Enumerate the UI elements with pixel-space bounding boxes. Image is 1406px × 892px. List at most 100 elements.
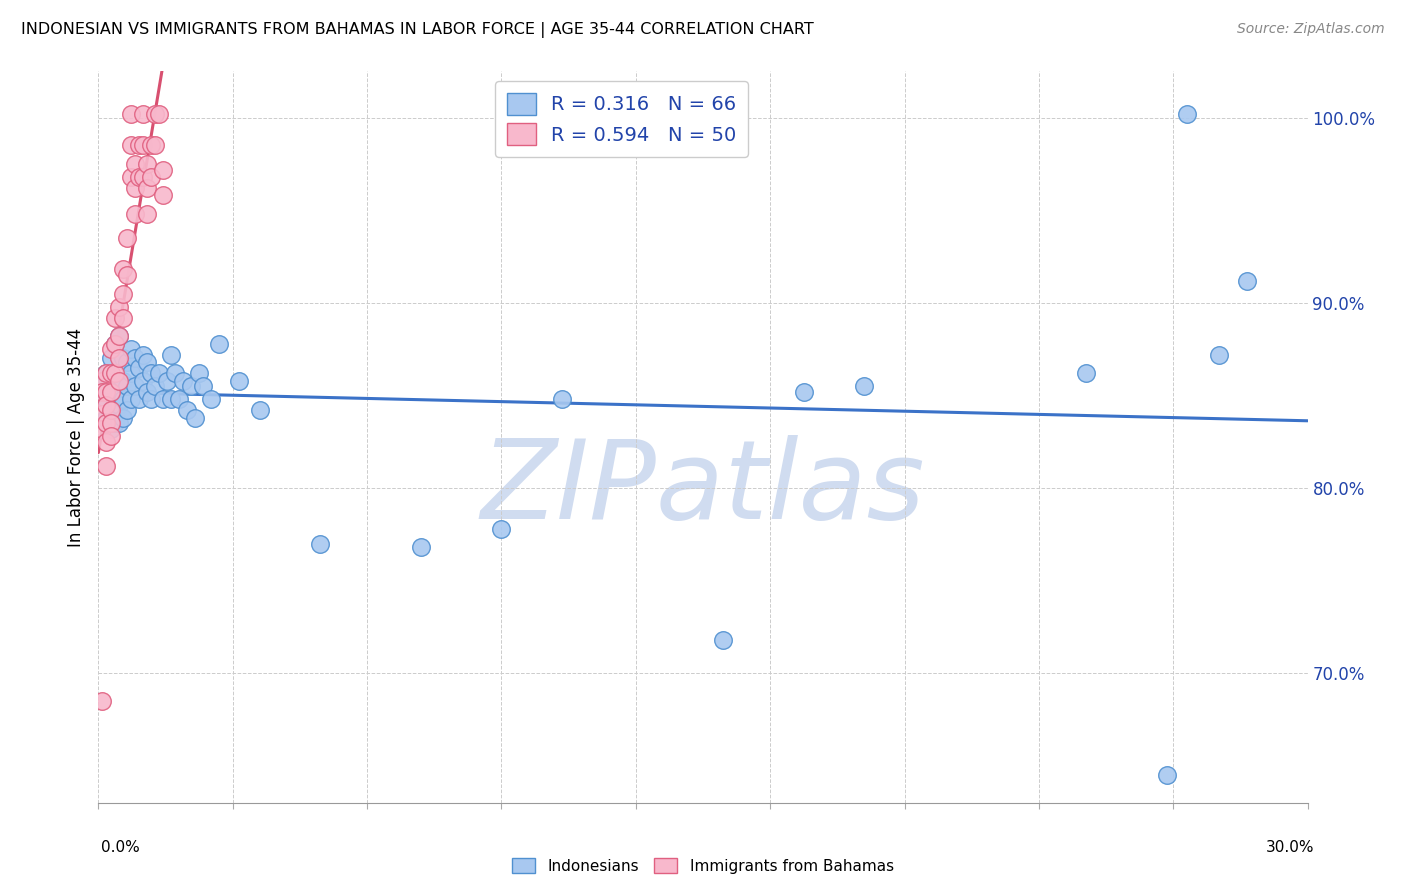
Text: Source: ZipAtlas.com: Source: ZipAtlas.com	[1237, 22, 1385, 37]
Point	[111, 392, 134, 406]
Point	[853, 379, 876, 393]
Point	[103, 336, 125, 351]
Legend: R = 0.316   N = 66, R = 0.594   N = 50: R = 0.316 N = 66, R = 0.594 N = 50	[495, 81, 748, 157]
Point	[143, 107, 166, 121]
Point	[143, 379, 166, 393]
Point	[111, 310, 134, 325]
Point	[100, 366, 122, 380]
Point	[208, 336, 231, 351]
Point	[111, 262, 134, 277]
Point	[103, 416, 125, 430]
Point	[135, 157, 157, 171]
Point	[107, 329, 129, 343]
Point	[107, 374, 129, 388]
Point	[1236, 274, 1258, 288]
Point	[172, 374, 194, 388]
Point	[1156, 768, 1178, 782]
Point	[160, 392, 183, 406]
Point	[793, 384, 815, 399]
Point	[103, 336, 125, 351]
Point	[103, 374, 125, 388]
Point	[1074, 366, 1097, 380]
Point	[120, 392, 142, 406]
Point	[711, 632, 734, 647]
Point	[249, 403, 271, 417]
Point	[124, 379, 146, 393]
Point	[107, 374, 129, 388]
Point	[115, 231, 138, 245]
Point	[91, 379, 114, 393]
Point	[107, 351, 129, 366]
Point	[167, 392, 190, 406]
Point	[115, 268, 138, 282]
Point	[124, 157, 146, 171]
Point	[100, 379, 122, 393]
Point	[120, 107, 142, 121]
Point	[100, 351, 122, 366]
Point	[96, 410, 118, 425]
Point	[96, 366, 118, 380]
Point	[96, 434, 118, 449]
Text: 30.0%: 30.0%	[1267, 840, 1315, 855]
Point	[96, 366, 118, 380]
Point	[100, 429, 122, 443]
Point	[100, 407, 122, 421]
Point	[100, 342, 122, 356]
Point	[1175, 107, 1198, 121]
Point	[132, 374, 155, 388]
Point	[132, 348, 155, 362]
Point	[107, 416, 129, 430]
Legend: Indonesians, Immigrants from Bahamas: Indonesians, Immigrants from Bahamas	[506, 852, 900, 880]
Point	[120, 169, 142, 184]
Point	[180, 379, 202, 393]
Point	[91, 384, 114, 399]
Point	[100, 422, 122, 436]
Point	[184, 410, 207, 425]
Point	[107, 300, 129, 314]
Point	[107, 398, 129, 412]
Point	[409, 541, 432, 555]
Point	[228, 374, 250, 388]
Point	[107, 329, 129, 343]
Point	[176, 403, 198, 417]
Point	[103, 310, 125, 325]
Point	[96, 398, 118, 412]
Point	[135, 181, 157, 195]
Point	[111, 410, 134, 425]
Point	[124, 207, 146, 221]
Text: 0.0%: 0.0%	[101, 840, 141, 855]
Point	[124, 351, 146, 366]
Point	[111, 286, 134, 301]
Point	[111, 374, 134, 388]
Point	[100, 403, 122, 417]
Point	[103, 366, 125, 380]
Point	[128, 392, 150, 406]
Point	[148, 107, 170, 121]
Text: ZIPatlas: ZIPatlas	[481, 434, 925, 541]
Point	[309, 536, 332, 550]
Point	[152, 162, 174, 177]
Point	[96, 458, 118, 473]
Point	[128, 360, 150, 375]
Point	[132, 169, 155, 184]
Point	[111, 351, 134, 366]
Point	[96, 384, 118, 399]
Point	[115, 355, 138, 369]
Text: INDONESIAN VS IMMIGRANTS FROM BAHAMAS IN LABOR FORCE | AGE 35-44 CORRELATION CHA: INDONESIAN VS IMMIGRANTS FROM BAHAMAS IN…	[21, 22, 814, 38]
Point	[156, 374, 179, 388]
Y-axis label: In Labor Force | Age 35-44: In Labor Force | Age 35-44	[66, 327, 84, 547]
Point	[491, 522, 513, 536]
Point	[160, 348, 183, 362]
Point	[1208, 348, 1230, 362]
Point	[139, 169, 162, 184]
Point	[91, 407, 114, 421]
Point	[143, 138, 166, 153]
Point	[91, 422, 114, 436]
Point	[188, 366, 211, 380]
Point	[128, 138, 150, 153]
Point	[139, 366, 162, 380]
Point	[103, 392, 125, 406]
Point	[163, 366, 186, 380]
Point	[200, 392, 222, 406]
Point	[193, 379, 215, 393]
